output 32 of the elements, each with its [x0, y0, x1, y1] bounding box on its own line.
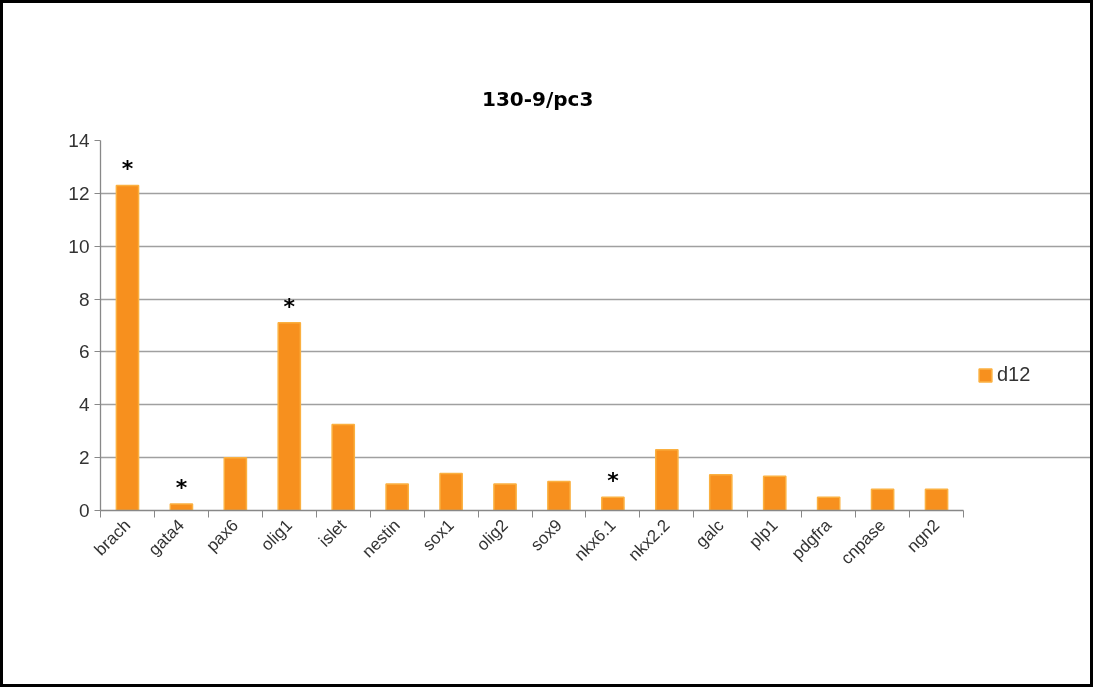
bar — [331, 423, 356, 511]
y-tick-label: 12 — [68, 182, 90, 204]
bar — [277, 322, 302, 511]
x-tick-label: galc — [692, 515, 728, 552]
bar — [115, 184, 140, 511]
bar — [169, 503, 194, 511]
y-tick-label: 14 — [68, 130, 90, 151]
bar — [547, 480, 571, 511]
y-tick-label: 2 — [78, 447, 90, 469]
y-tick-label: 8 — [78, 288, 90, 310]
bar — [223, 456, 248, 511]
bar — [654, 448, 679, 511]
bar — [601, 496, 625, 511]
annotation: * — [283, 293, 296, 319]
bar — [385, 483, 410, 511]
y-tick-label: 10 — [68, 235, 90, 257]
bar — [762, 475, 787, 511]
bar — [708, 474, 733, 511]
y-tick-label: 0 — [78, 500, 90, 521]
bar — [493, 483, 517, 511]
y-tick-label: 4 — [78, 394, 90, 416]
x-tick-label: islet — [315, 515, 351, 551]
annotation: * — [607, 468, 620, 494]
y-tick-label: 6 — [78, 341, 90, 363]
bar — [870, 488, 895, 511]
annotation: * — [175, 474, 188, 500]
bar — [924, 488, 949, 511]
chart-title: 130-9/pc3 — [482, 86, 594, 111]
annotation: * — [121, 156, 134, 182]
legend-label: d12 — [997, 363, 1031, 386]
bar — [816, 496, 841, 511]
bar — [439, 472, 463, 511]
